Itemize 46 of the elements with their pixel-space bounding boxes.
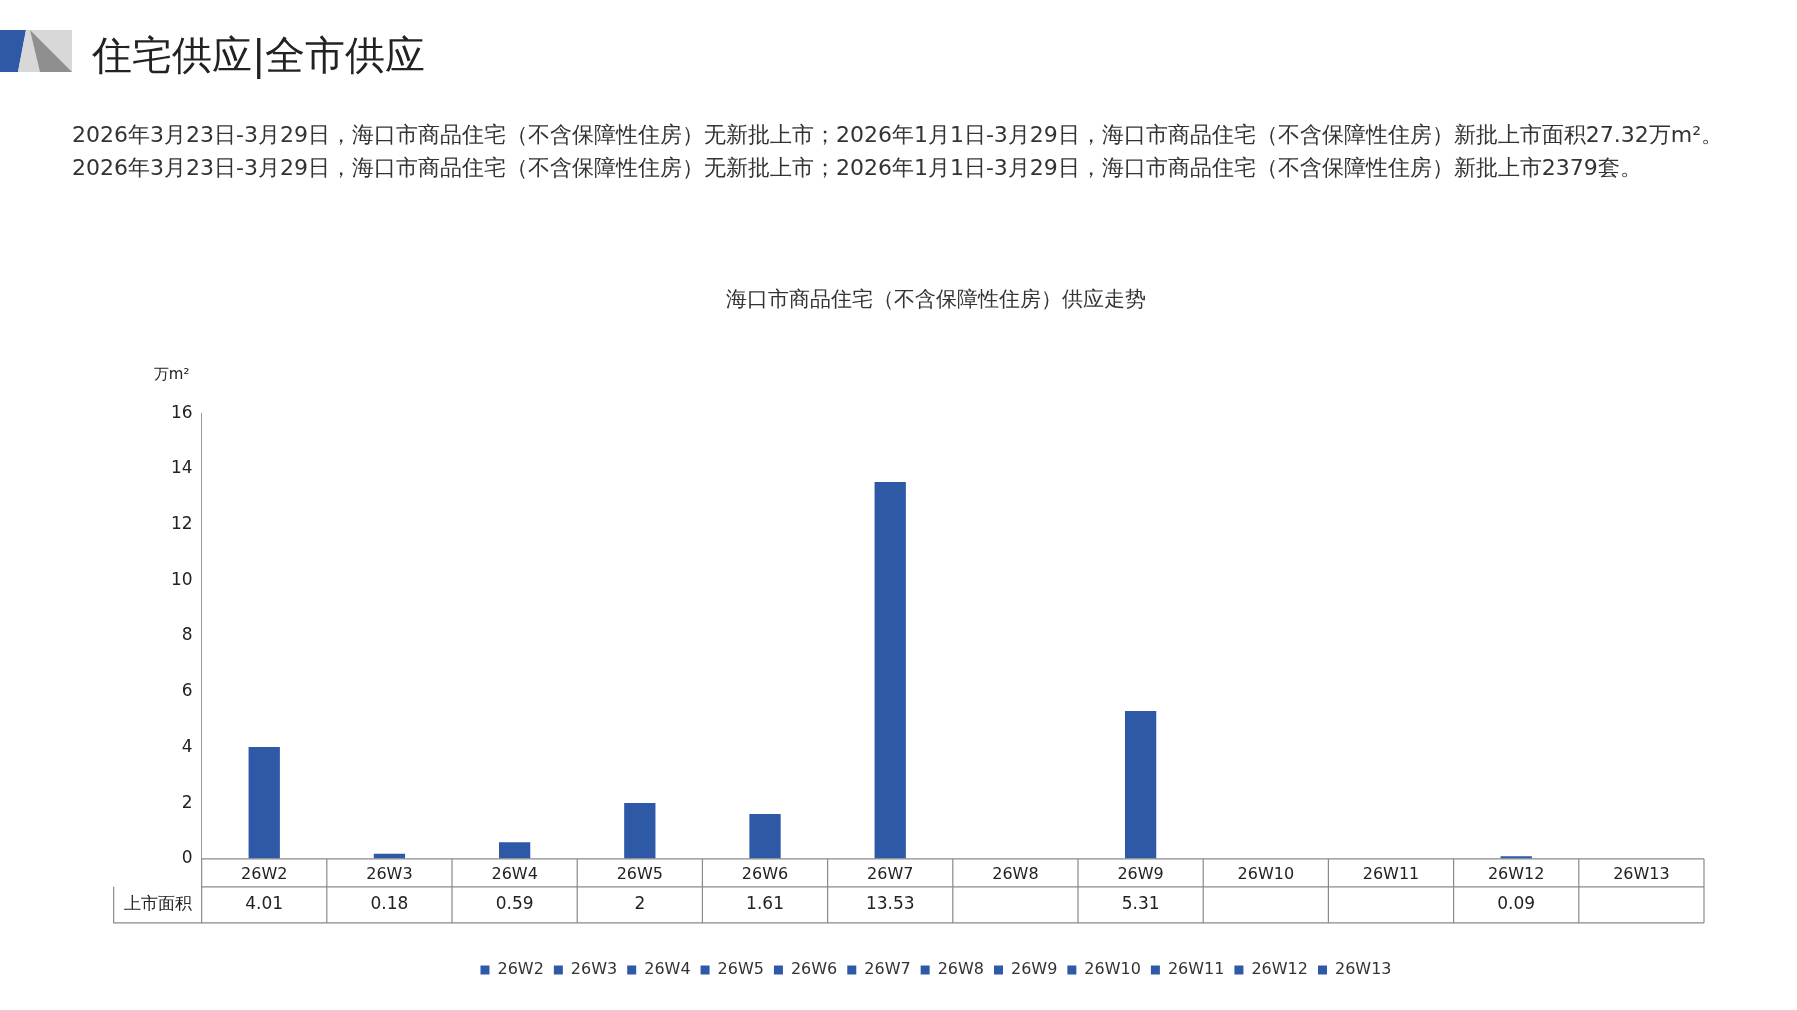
data-label: 0.18 [370, 893, 409, 914]
legend-label: 26W6 [790, 959, 838, 979]
y-tick-label: 4 [181, 735, 193, 756]
data-label: 1.61 [746, 893, 784, 914]
legend-label: 26W7 [864, 959, 911, 979]
legend-label: 26W12 [1251, 959, 1308, 979]
y-tick-label: 12 [170, 513, 193, 534]
text: 住宅供应|全市供应 [92, 31, 426, 81]
legend-label: 26W11 [1167, 959, 1225, 979]
y-tick-label: 16 [170, 401, 193, 422]
x-tick-label: 26W5 [616, 863, 663, 883]
x-tick-label: 26W4 [491, 863, 538, 883]
data-label: 5.31 [1121, 893, 1160, 914]
x-tick-label: 26W2 [241, 863, 288, 883]
x-tick-label: 26W11 [1362, 863, 1420, 883]
legend-label: 26W4 [644, 959, 691, 979]
y-tick-label: 14 [170, 457, 193, 478]
x-tick-label: 26W13 [1613, 863, 1670, 883]
legend-label: 26W9 [1011, 959, 1058, 979]
legend-label: 26W2 [497, 959, 544, 979]
data-label: 2 [634, 893, 646, 914]
legend-label: 26W5 [717, 959, 764, 979]
y-tick-label: 2 [181, 791, 193, 812]
data-label: 0.09 [1497, 893, 1536, 914]
y-tick-label: 0 [181, 847, 193, 868]
x-tick-label: 26W3 [366, 863, 413, 883]
x-tick-label: 26W9 [1117, 863, 1164, 883]
x-tick-label: 26W8 [992, 863, 1039, 883]
x-tick-label: 26W10 [1237, 863, 1295, 883]
text: 上市面积 [123, 893, 192, 914]
data-label: 13.53 [865, 893, 915, 914]
y-tick-label: 8 [181, 624, 193, 645]
data-label: 4.01 [245, 893, 284, 914]
legend-label: 26W10 [1084, 959, 1141, 979]
y-tick-label: 6 [181, 680, 193, 701]
y-tick-label: 10 [170, 568, 193, 589]
chart-subtitle: 2026年3月23日-3月29日，海口市商品住宅（不含保障性住房）无新批上市；2026年1月1日-3月29日，海口市商品住宅（不含保障性住房）新批上市面积27.32万m²。2026年3月23日-3月29日，海口市商品住宅（不含保障性住房）无新批上市；2026年1月1日-3月29日，海口市商品住宅（不含保障性住房）新批上市2379套。 [72, 121, 1725, 182]
x-tick-label: 26W7 [867, 863, 914, 883]
legend-label: 26W3 [570, 959, 618, 979]
x-tick-label: 26W12 [1487, 863, 1545, 883]
x-tick-label: 26W6 [741, 863, 789, 883]
data-label: 0.59 [495, 893, 534, 914]
chart-title: 海口市商品住宅（不含保障性住房）供应走势 [726, 287, 1146, 312]
y-axis-title: 万m² [153, 365, 190, 384]
legend-label: 26W8 [937, 959, 984, 979]
legend-label: 26W13 [1334, 959, 1392, 979]
